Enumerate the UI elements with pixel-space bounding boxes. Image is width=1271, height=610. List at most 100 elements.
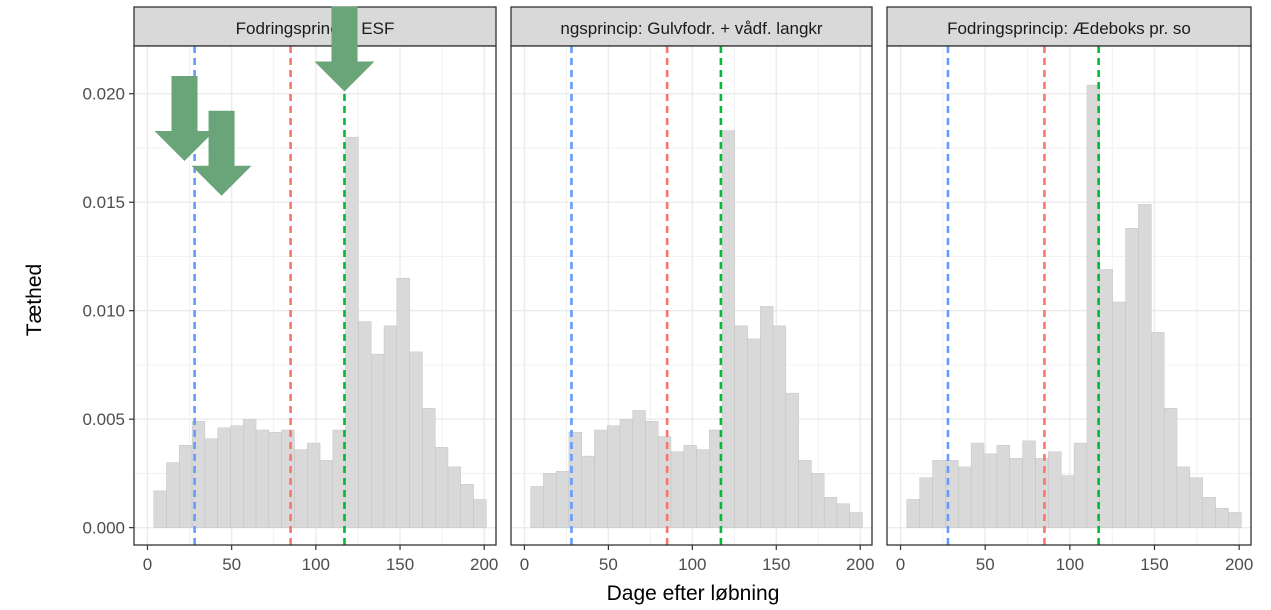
histogram-bar [319, 460, 334, 528]
y-tick-label: 0.005 [82, 410, 125, 429]
histogram-bar [179, 445, 193, 528]
histogram-bar [1151, 332, 1165, 528]
facet-strip-label: Fodringsprincip: Ædeboks pr. so [947, 19, 1191, 38]
facet-strip-label: Fodringsprincip: ESF [236, 19, 395, 38]
histogram-bar [1099, 269, 1113, 528]
histogram-bar [1035, 458, 1049, 528]
x-tick-label: 50 [599, 555, 618, 574]
histogram-bar [409, 351, 423, 528]
x-tick-label: 100 [1056, 555, 1084, 574]
histogram-bar [811, 473, 825, 528]
histogram-bar [798, 460, 812, 528]
y-tick-label: 0.000 [82, 519, 125, 538]
histogram-bar [307, 442, 321, 528]
down-arrow-icon [154, 75, 215, 161]
histogram-bar [594, 429, 608, 528]
histogram-bar [970, 442, 985, 528]
y-tick-label: 0.010 [82, 302, 125, 321]
histogram-bar [1189, 477, 1203, 528]
histogram-bar [345, 136, 359, 528]
histogram-bar [530, 486, 544, 528]
histogram-bar [396, 277, 410, 528]
histogram-bar [460, 484, 474, 528]
histogram-bar [619, 418, 633, 528]
panel-border [510, 45, 873, 546]
histogram-bar [760, 306, 774, 528]
histogram-bar [632, 410, 646, 528]
x-tick-label: 200 [846, 555, 874, 574]
histogram-bar [1202, 497, 1216, 528]
histogram-bar [1176, 466, 1191, 528]
histogram-bar [906, 499, 920, 528]
histogram-bar [919, 477, 933, 528]
x-tick-label: 0 [896, 555, 905, 574]
histogram-bar [747, 338, 761, 528]
histogram-bar [255, 429, 270, 528]
panel-border [133, 45, 497, 546]
histogram-bar [1009, 458, 1023, 528]
x-tick-label: 100 [678, 555, 706, 574]
histogram-bar [958, 466, 972, 528]
histogram-bar [371, 353, 385, 528]
histogram-bar [230, 425, 244, 528]
panel-border [886, 45, 1252, 546]
histogram-bar [555, 471, 570, 528]
y-tick-label: 0.020 [82, 85, 125, 104]
histogram-bar [645, 421, 659, 528]
histogram-bar [996, 445, 1010, 528]
histogram-bar [166, 462, 180, 528]
histogram-bar [658, 436, 672, 528]
histogram-bar [607, 425, 621, 528]
x-tick-label: 100 [302, 555, 330, 574]
histogram-bar [1086, 84, 1101, 528]
histogram-bar [268, 431, 282, 528]
histogram-bar [217, 427, 231, 528]
histogram-bar [670, 451, 684, 528]
histogram-bar [581, 455, 595, 528]
histogram-bar [543, 473, 557, 528]
x-tick-label: 200 [1225, 555, 1253, 574]
histogram-bar [849, 512, 863, 528]
facet-panel: Fodringsprincip: Ædeboks pr. so 0 50 100 150… [886, 6, 1253, 574]
histogram-bar [1125, 228, 1139, 528]
histogram-bar [683, 445, 697, 528]
histogram-bar [823, 497, 838, 528]
histogram-bar [191, 421, 206, 528]
facet-strip [510, 6, 873, 47]
histogram-bar [785, 392, 799, 528]
x-tick-label: 150 [1140, 555, 1168, 574]
facet-panel: ngsprincip: Gulvfodr. + vådf. langkr 0 50 1… [510, 6, 874, 574]
histogram-bar [1048, 451, 1062, 528]
down-arrow-icon [314, 6, 375, 92]
x-tick-label: 200 [470, 555, 498, 574]
histogram-bar [1022, 440, 1036, 528]
facet-strip-label: ngsprincip: Gulvfodr. + vådf. langkr [560, 19, 823, 38]
histogram-bar [721, 130, 736, 528]
histogram-bar [734, 325, 748, 528]
histogram-bar [358, 321, 372, 528]
histogram-bar [1112, 301, 1126, 528]
histogram-bar [294, 449, 308, 528]
x-tick-label: 0 [520, 555, 529, 574]
down-arrow-icon [191, 110, 252, 196]
histogram-bar [383, 325, 398, 528]
facet-panel: Fodringsprincip: ESF 0 50 100 150 200 0.000 0.0… [82, 6, 498, 574]
x-axis-title: Dage efter løbning [607, 582, 780, 605]
y-tick-label: 0.015 [82, 193, 125, 212]
x-tick-label: 150 [762, 555, 790, 574]
histogram-bar [473, 499, 487, 528]
histogram-bar [836, 503, 850, 528]
y-axis-title: Tæthed [23, 264, 46, 336]
histogram-bar [204, 438, 218, 528]
histogram-bar [1163, 408, 1178, 528]
histogram-bar [1073, 442, 1088, 528]
x-tick-label: 0 [143, 555, 152, 574]
histogram-bar [422, 408, 436, 528]
histogram-bar [281, 429, 295, 528]
histogram-bar [772, 325, 787, 528]
histogram-bar [435, 447, 449, 528]
histogram-bars [906, 84, 1242, 528]
x-tick-label: 50 [222, 555, 241, 574]
x-tick-label: 50 [976, 555, 995, 574]
